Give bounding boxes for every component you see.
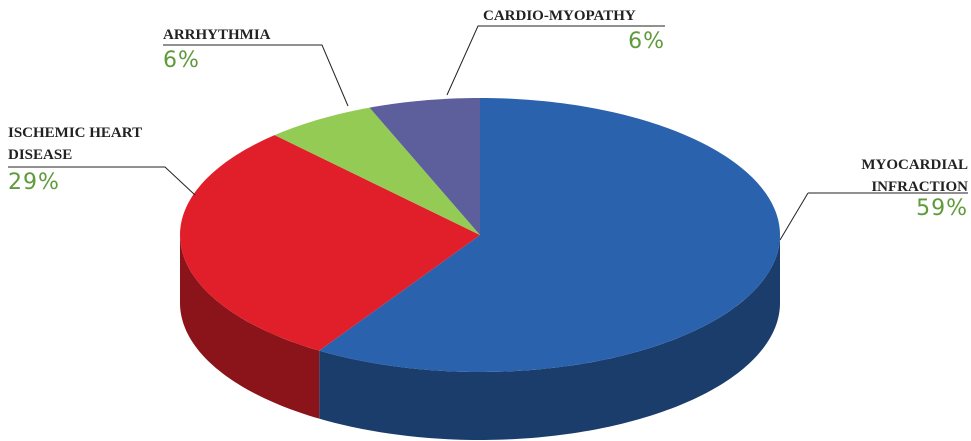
leader-line	[779, 192, 809, 241]
leader-line	[163, 44, 349, 107]
value-label: 6%	[628, 29, 665, 54]
slice-label: ISCHEMIC HEART DISEASE	[8, 125, 142, 163]
leader-line	[8, 166, 196, 196]
slices	[180, 98, 780, 440]
slice	[319, 98, 780, 372]
leader-line	[446, 25, 665, 96]
slice	[180, 135, 481, 351]
slice-label: MYOCARDIAL INFRACTION	[861, 157, 968, 195]
slice-label: ARRHYTHMIA	[163, 27, 271, 43]
slice-side	[319, 235, 780, 440]
value-label: 6%	[163, 48, 200, 73]
slice	[369, 98, 480, 235]
slice	[274, 107, 480, 235]
slice-label: CARDIO-MYOPATHY	[483, 8, 636, 24]
slice-side	[180, 235, 320, 419]
value-label: 59%	[916, 196, 968, 221]
value-label: 29%	[8, 170, 60, 195]
